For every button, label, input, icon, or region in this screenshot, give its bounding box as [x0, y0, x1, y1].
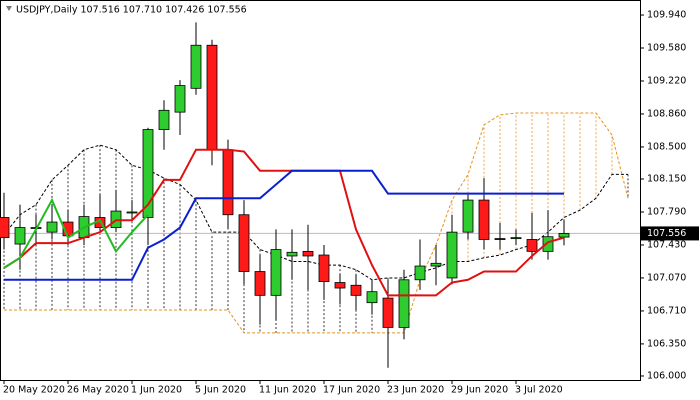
- chart-title: USDJPY,Daily 107.516 107.710 107.426 107…: [16, 5, 247, 16]
- candle-body: [190, 44, 202, 89]
- y-tick-label: 108.150: [647, 174, 686, 185]
- candle-body: [382, 297, 394, 328]
- y-tick-label: 108.860: [647, 108, 686, 119]
- indicator-line: [4, 169, 564, 281]
- candle-body: [14, 227, 26, 245]
- candle-body: [526, 239, 538, 252]
- y-tick-label: 106.710: [647, 305, 686, 316]
- candle-body: [174, 85, 186, 113]
- candle-body: [510, 237, 522, 240]
- x-tick-label: 17 Jun 2020: [323, 385, 380, 396]
- candle-body: [270, 249, 282, 296]
- candle-body: [302, 250, 314, 257]
- candle-body: [494, 238, 506, 240]
- x-tick-label: 23 Jun 2020: [387, 385, 444, 396]
- candle-body: [286, 251, 298, 257]
- candle-body: [350, 284, 362, 296]
- y-tick-label: 107.790: [647, 206, 686, 217]
- candle-body: [318, 254, 330, 283]
- x-tick-label: 26 May 2020: [67, 385, 129, 396]
- candle-body: [126, 211, 138, 214]
- candle-body: [46, 221, 58, 233]
- candle-body: [414, 265, 426, 281]
- candle-body: [0, 217, 10, 239]
- candle-body: [222, 149, 234, 216]
- candle-body: [478, 199, 490, 240]
- candle-body: [558, 233, 570, 238]
- indicator-line: [3, 197, 149, 269]
- x-tick-label: 20 May 2020: [3, 385, 65, 396]
- y-tick-label: 109.940: [647, 10, 686, 21]
- price-tag: [641, 226, 699, 241]
- y-tick-label: 109.580: [647, 43, 686, 54]
- price-tag-label: 107.556: [647, 228, 686, 239]
- x-tick-label: 11 Jun 2020: [259, 385, 316, 396]
- x-tick-label: 5 Jun 2020: [195, 385, 246, 396]
- candle-body: [462, 199, 474, 233]
- indicator-line: [3, 148, 565, 297]
- menu-icon: [6, 6, 12, 11]
- y-tick-label: 107.070: [647, 272, 686, 283]
- candle-body: [446, 231, 458, 279]
- x-tick-label: 3 Jul 2020: [515, 385, 563, 396]
- y-tick-label: 107.430: [647, 239, 686, 250]
- plot-frame: [0, 0, 641, 381]
- y-tick-label: 108.500: [647, 141, 686, 152]
- candle-body: [334, 282, 346, 289]
- span-a-line: [3, 144, 628, 281]
- candle-body: [158, 109, 170, 130]
- candle-body: [430, 262, 442, 267]
- candle-body: [398, 279, 410, 328]
- y-tick-label: 106.000: [647, 370, 686, 381]
- candle-body: [366, 291, 378, 304]
- candle-body: [206, 44, 218, 151]
- x-tick-label: 29 Jun 2020: [451, 385, 508, 396]
- candle-body: [254, 271, 266, 296]
- x-tick-label: 1 Jun 2020: [131, 385, 182, 396]
- candle-body: [542, 236, 554, 252]
- y-tick-label: 106.350: [647, 338, 686, 349]
- candle-body: [238, 214, 250, 272]
- y-tick-label: 109.220: [647, 75, 686, 86]
- candle-body: [142, 129, 154, 218]
